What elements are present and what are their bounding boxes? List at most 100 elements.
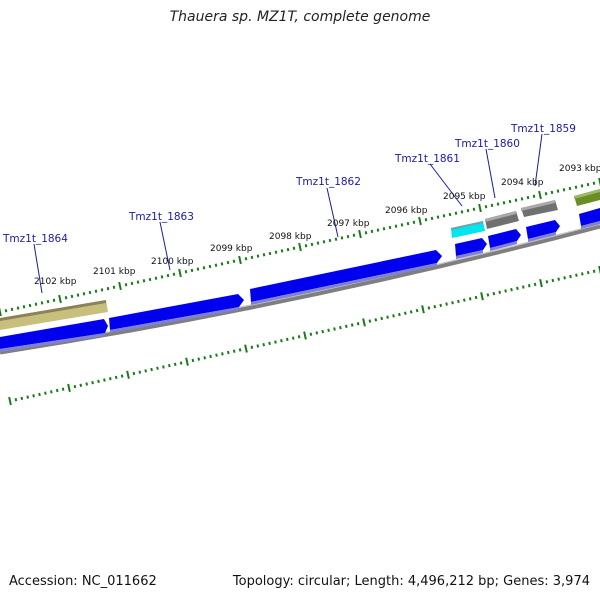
feature-gray-tmz1t-1859[interactable] [521, 200, 558, 217]
minor-tick [460, 210, 464, 214]
minor-tick [274, 250, 278, 254]
minor-tick [386, 315, 389, 319]
minor-tick [427, 306, 431, 310]
cds-tmz1t-1863[interactable] [109, 294, 244, 333]
minor-tick [545, 280, 549, 284]
minor-tick [250, 345, 254, 349]
minor-tick [412, 220, 416, 224]
cds-tmz1t-1862[interactable] [250, 250, 442, 305]
minor-tick [398, 312, 401, 317]
minor-tick [38, 392, 41, 397]
minor-tick [226, 260, 230, 265]
minor-tick [28, 303, 32, 308]
minor-tick [321, 329, 325, 334]
minor-tick [498, 290, 502, 294]
minor-tick [73, 384, 77, 389]
minor-tick [520, 197, 524, 201]
minor-tick [136, 280, 140, 284]
minor-tick [457, 299, 460, 304]
kbp-label: 2095 kbp [443, 192, 486, 202]
minor-tick [61, 387, 65, 391]
minor-tick [550, 190, 554, 195]
gene-label-tmz1t-1864[interactable]: Tmz1t_1864 [2, 233, 68, 245]
major-tick [126, 370, 130, 379]
minor-tick [108, 377, 112, 381]
cds-left[interactable] [0, 319, 108, 352]
cds-tmz1t-1859[interactable] [526, 220, 560, 242]
minor-tick [436, 215, 440, 219]
minor-tick [433, 304, 437, 309]
minor-tick [162, 365, 165, 369]
major-tick [185, 357, 189, 366]
minor-tick [510, 287, 513, 292]
minor-tick [112, 285, 116, 289]
minor-tick [504, 289, 507, 293]
minor-tick [202, 266, 206, 270]
minor-tick [226, 350, 230, 355]
minor-tick [340, 236, 344, 240]
major-tick [538, 190, 542, 200]
minor-tick [46, 299, 50, 304]
minor-tick [315, 331, 319, 335]
minor-tick [26, 395, 30, 399]
minor-tick [563, 276, 566, 280]
minor-tick [508, 199, 512, 204]
gene-label-tmz1t-1862[interactable]: Tmz1t_1862 [295, 176, 361, 188]
minor-tick [592, 181, 596, 185]
minor-tick [472, 207, 476, 211]
cds-right[interactable] [579, 208, 600, 229]
minor-tick [374, 318, 378, 322]
feature-gray-tmz1t-1860[interactable] [485, 211, 519, 229]
minor-tick [286, 247, 290, 252]
minor-tick [424, 218, 428, 222]
major-tick [0, 307, 2, 317]
major-tick [58, 294, 62, 304]
minor-tick [76, 293, 80, 297]
minor-tick [574, 185, 578, 189]
minor-tick [100, 288, 104, 292]
minor-tick [486, 293, 490, 297]
major-tick [598, 265, 600, 275]
minor-tick [154, 276, 158, 280]
feature-cyan-tmz1t-1861[interactable] [451, 221, 485, 238]
minor-tick [370, 229, 374, 234]
minor-tick [44, 391, 47, 395]
minor-tick [580, 272, 584, 276]
minor-tick [166, 273, 170, 278]
minor-tick [120, 374, 124, 378]
minor-tick [208, 264, 212, 269]
minor-tick [304, 244, 308, 248]
cds-tmz1t-1860[interactable] [488, 229, 521, 251]
kbp-label: 2098 kbp [269, 232, 312, 242]
kbp-label: 2094 kbp [501, 178, 544, 188]
minor-tick [409, 310, 413, 314]
minor-tick [474, 295, 478, 300]
cds-tmz1t-1861[interactable] [455, 238, 487, 259]
minor-tick [196, 267, 200, 271]
minor-tick [4, 309, 8, 313]
minor-tick [160, 275, 164, 279]
minor-tick [462, 298, 466, 302]
gene-label-tmz1t-1863[interactable]: Tmz1t_1863 [128, 211, 194, 223]
gene-label-tmz1t-1860[interactable]: Tmz1t_1860 [454, 138, 520, 150]
minor-tick [544, 192, 548, 196]
minor-tick [280, 339, 283, 343]
minor-tick [448, 212, 452, 217]
major-tick [8, 396, 12, 406]
gene-label-tmz1t-1861[interactable]: Tmz1t_1861 [394, 153, 460, 165]
major-tick [358, 229, 362, 239]
minor-tick [592, 269, 596, 273]
minor-tick [191, 358, 195, 363]
major-tick [244, 344, 248, 353]
minor-tick [442, 214, 446, 218]
tick-track-upper [0, 177, 600, 317]
minor-tick [197, 357, 201, 361]
feature-green-right[interactable] [574, 189, 600, 206]
minor-tick [232, 349, 236, 353]
gene-label-tmz1t-1859[interactable]: Tmz1t_1859 [510, 123, 576, 135]
minor-tick [274, 340, 277, 344]
minor-tick [415, 308, 419, 313]
feature-olive-left[interactable] [0, 300, 108, 330]
minor-tick [316, 241, 320, 245]
